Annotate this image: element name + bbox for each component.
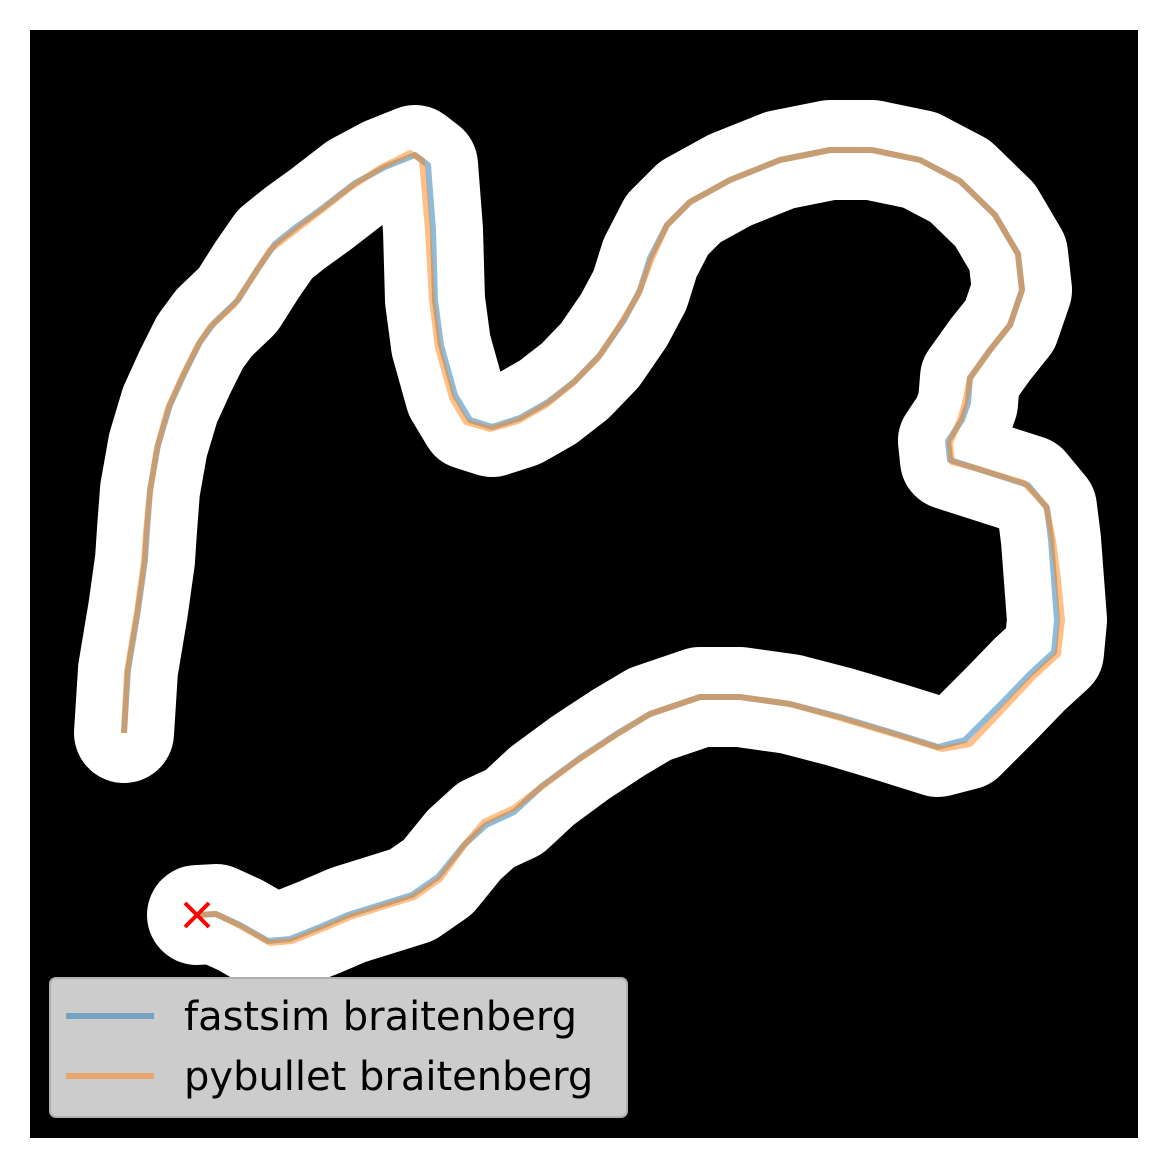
map-obstacles	[30, 30, 1138, 1138]
series-layer	[121, 147, 1065, 946]
start-marker-x-icon	[183, 901, 211, 929]
legend: fastsim braitenberg pybullet braitenberg	[49, 977, 628, 1118]
series-line-pybullet	[121, 147, 1065, 946]
legend-box	[49, 977, 628, 1118]
legend-label-pybullet: pybullet braitenberg	[184, 1054, 593, 1100]
start-marker-stroke	[183, 901, 211, 929]
legend-label-fastsim: fastsim braitenberg	[184, 994, 577, 1040]
